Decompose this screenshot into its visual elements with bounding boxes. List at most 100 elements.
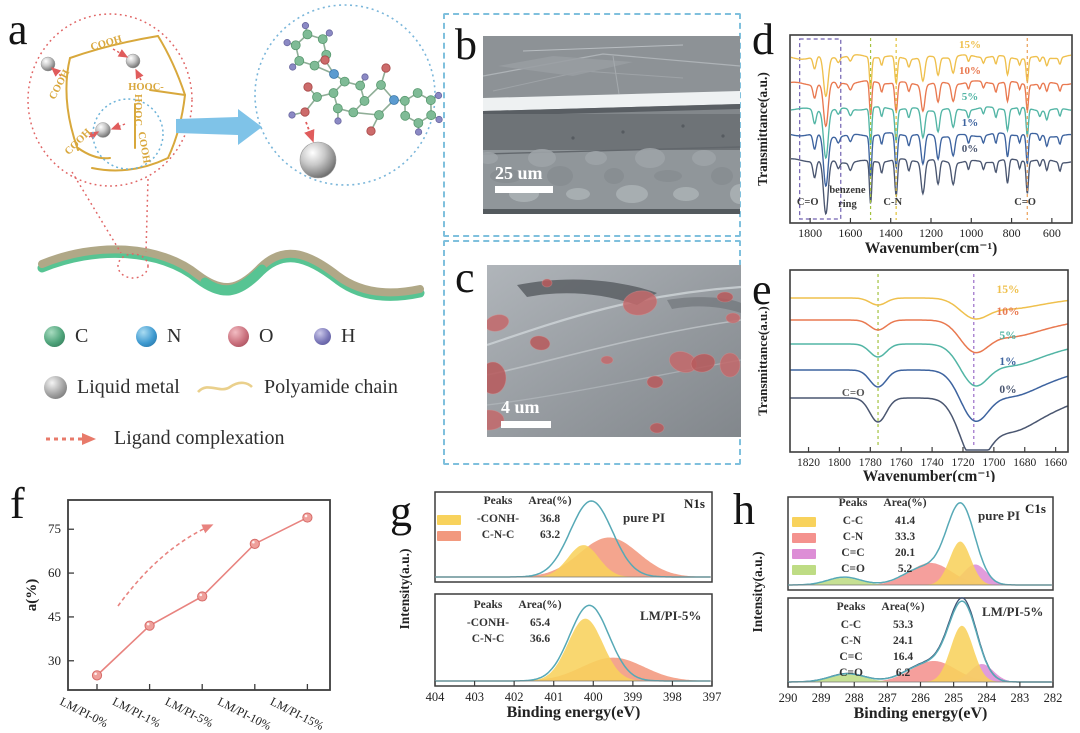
svg-text:1200: 1200: [919, 226, 943, 240]
xps-peak-row: C-N 24.1: [840, 634, 914, 647]
panel-e-ftir-chart: e 15% 10% 5% 1% 0% 1820 1800 1780 1760 1740 1720 17…: [745, 258, 1080, 482]
dashed-arrow-icon: [46, 432, 96, 445]
svg-text:Binding energy(eV): Binding energy(eV): [507, 704, 641, 721]
scale-bar-label: 4 um: [501, 397, 540, 417]
svg-text:benzene: benzene: [829, 185, 866, 196]
panel-g-xps-n1s: g pure PI LM/PI-5% N1s 404 403 402 401 400 399 39…: [385, 478, 730, 733]
svg-text:0%: 0%: [962, 143, 979, 155]
svg-text:1760: 1760: [890, 457, 913, 469]
svg-text:C=O: C=O: [842, 387, 865, 399]
svg-text:286: 286: [911, 691, 930, 705]
svg-text:Transmittance(a.u.): Transmittance(a.u.): [755, 306, 770, 416]
svg-text:1780: 1780: [859, 457, 882, 469]
panel-f-scatter-chart: f 30 45 60 75 LM/PI-0% LM/PI-1% LM/PI-5% LM/PI-…: [0, 478, 370, 733]
svg-text:288: 288: [845, 691, 864, 705]
xps-peak-row: -CONH- 65.4: [466, 616, 551, 629]
svg-text:Intensity(a.u.): Intensity(a.u.): [750, 551, 765, 632]
svg-text:402: 402: [505, 690, 524, 704]
svg-text:ring: ring: [838, 199, 857, 210]
schematic-drawing: COOH COOH HOOC- COOH HOOC COOH: [27, 4, 443, 301]
atom-symbol: C: [75, 325, 89, 347]
svg-text:400: 400: [584, 690, 603, 704]
svg-text:C=O: C=O: [797, 197, 819, 208]
svg-text:283: 283: [1011, 691, 1030, 705]
peak-color-swatch: [792, 548, 816, 559]
svg-text:HOOC-: HOOC-: [128, 82, 164, 93]
xps-peak-row: C=O 6.2: [839, 666, 911, 679]
peak-color-swatch: [792, 516, 816, 527]
svg-text:COOH: COOH: [135, 131, 151, 165]
svg-text:285: 285: [944, 691, 963, 705]
svg-text:0%: 0%: [999, 384, 1016, 396]
legend-label: Ligand complexation: [114, 427, 285, 449]
panel-letter-g: g: [390, 487, 412, 536]
svg-text:289: 289: [812, 691, 831, 705]
scale-bar-label: 25 um: [495, 163, 543, 183]
svg-text:LM/PI-5%: LM/PI-5%: [640, 608, 701, 623]
svg-text:1000: 1000: [959, 226, 983, 240]
polyamide-curve-icon: [197, 381, 253, 393]
svg-text:1680: 1680: [1013, 457, 1036, 469]
svg-text:pure PI: pure PI: [623, 510, 665, 525]
svg-text:1800: 1800: [828, 457, 851, 469]
svg-text:HOOC: HOOC: [132, 94, 143, 126]
svg-text:1%: 1%: [999, 356, 1016, 368]
svg-text:Binding energy(eV): Binding energy(eV): [854, 705, 988, 722]
svg-text:10%: 10%: [959, 65, 981, 77]
xps-peak-row: C-N-C 36.6: [471, 632, 551, 645]
xps-peak-row: C-N-C 63.2: [437, 528, 573, 544]
sem-image-droplets: 4 um: [487, 265, 741, 437]
svg-text:284: 284: [977, 691, 997, 705]
peak-color-swatch: [437, 514, 461, 525]
legend-label: Polyamide chain: [264, 376, 398, 398]
svg-text:5%: 5%: [962, 91, 979, 103]
panel-h-xps-c1s: h pure PI LM/PI-5% C1s 290 289 288 287 286 285 28…: [730, 478, 1080, 733]
svg-text:Wavenumber(cm⁻¹): Wavenumber(cm⁻¹): [865, 240, 998, 257]
svg-text:Wavenumber(cm⁻¹): Wavenumber(cm⁻¹): [863, 468, 996, 482]
svg-text:a(%): a(%): [24, 579, 40, 612]
svg-text:1820: 1820: [797, 457, 820, 469]
xps-n1s-plot: pure PI LM/PI-5% N1s 404 403 402 401 400 399 398 3…: [397, 491, 721, 721]
svg-text:1800: 1800: [798, 226, 822, 240]
ftir-full-spectra: 15% 10% 5% 1% 0% 1800 1600 1400 1200 1000 800 600 Wa…: [755, 34, 1073, 257]
svg-text:1400: 1400: [879, 226, 903, 240]
svg-text:399: 399: [623, 690, 642, 704]
panel-letter-c: c: [455, 253, 475, 302]
svg-text:398: 398: [663, 690, 682, 704]
liquid-metal-sphere-icon: [44, 376, 67, 399]
panel-b-sem: b 25 um: [443, 13, 743, 239]
ftir-zoom-spectra: 15% 10% 5% 1% 0% 1820 1800 1780 1760 1740 1720 1700…: [755, 269, 1069, 482]
peak-color-swatch: [792, 564, 816, 575]
svg-text:800: 800: [1003, 226, 1021, 240]
svg-text:1660: 1660: [1044, 457, 1067, 469]
legend-polyamide-chain: Polyamide chain: [196, 376, 398, 399]
xps-peak-row: C=O 5.2: [792, 562, 928, 578]
svg-text:45: 45: [48, 609, 61, 624]
svg-text:10%: 10%: [997, 306, 1020, 318]
sem-image-cross-section: 25 um: [483, 36, 740, 214]
svg-text:C1s: C1s: [1025, 501, 1046, 516]
xps-peak-row: C-C 41.4: [792, 514, 928, 530]
panel-c-sem: c 4 um: [443, 240, 743, 467]
atom-sphere-icon: [136, 326, 157, 347]
svg-text:401: 401: [544, 690, 563, 704]
xps-legend-table: Peaks Area(%) C-C 53.3 C-N 24.1 C=C 16.4 C=O 6.2: [822, 601, 926, 682]
svg-text:LM/PI-5%: LM/PI-5%: [163, 694, 216, 730]
xps-peak-row: C-C 53.3: [840, 618, 914, 631]
xps-peak-row: C=C 16.4: [839, 650, 914, 663]
panel-letter-e: e: [752, 265, 772, 314]
panel-letter-a: a: [8, 5, 28, 54]
svg-text:C=O: C=O: [1014, 197, 1036, 208]
peak-color-swatch: [792, 532, 816, 543]
panel-letter-f: f: [10, 479, 25, 528]
svg-text:1%: 1%: [962, 117, 979, 129]
svg-text:282: 282: [1044, 691, 1063, 705]
svg-text:403: 403: [465, 690, 484, 704]
atom-symbol: O: [259, 325, 274, 347]
svg-text:15%: 15%: [959, 39, 981, 51]
xps-peak-row: -CONH- 36.8: [437, 512, 573, 528]
svg-text:pure PI: pure PI: [978, 508, 1020, 523]
atom-sphere-icon: [44, 326, 65, 347]
svg-text:N1s: N1s: [684, 496, 705, 511]
svg-text:COOH: COOH: [89, 34, 123, 53]
